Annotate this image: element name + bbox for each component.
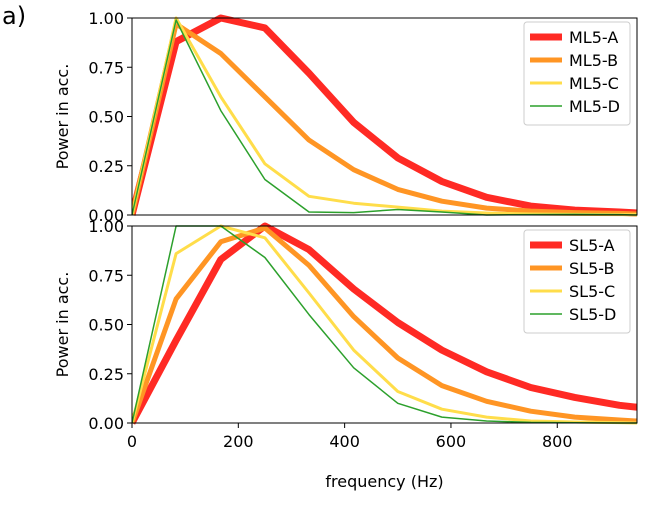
- legend-entry: SL5-C: [569, 282, 615, 301]
- y-tick-label: 0.25: [88, 157, 124, 176]
- legend-entry: ML5-C: [569, 74, 619, 93]
- panel-label: a): [2, 2, 26, 30]
- x-tick-label: 0: [127, 432, 137, 451]
- y-tick-label: 0.50: [88, 108, 124, 127]
- y-tick-label: 0.00: [88, 206, 124, 225]
- y-tick-label: 0.00: [88, 414, 124, 433]
- legend-entry: ML5-B: [569, 51, 618, 70]
- x-tick-label: 400: [329, 432, 360, 451]
- legend-entry: SL5-D: [569, 305, 616, 324]
- y-tick-label: 0.25: [88, 365, 124, 384]
- y-tick-label: 0.75: [88, 266, 124, 285]
- series-line-ml5-d: [132, 19, 637, 216]
- x-tick-label: 200: [223, 432, 254, 451]
- series-line-sl5-a: [132, 222, 637, 425]
- bottom-chart: 0.00 0.25 0.50 0.75 1.00 0 200 400 600 800 Power i…: [53, 217, 638, 491]
- series-line-ml5-b: [132, 21, 637, 217]
- legend-entry: SL5-A: [569, 236, 615, 255]
- legend-box: [523, 21, 631, 126]
- y-tick-label: 0.50: [88, 316, 124, 335]
- legend-entry: ML5-A: [569, 28, 618, 47]
- y-axis-label: Power in acc.: [53, 272, 72, 378]
- y-tick-label: 1.00: [88, 9, 124, 28]
- legend-entry: ML5-D: [569, 97, 620, 116]
- x-tick-label: 600: [436, 432, 467, 451]
- legend-box: [523, 229, 631, 334]
- y-tick-label: 0.75: [88, 58, 124, 77]
- legend-entry: SL5-B: [569, 259, 614, 278]
- legend: SL5-A SL5-B SL5-C SL5-D: [523, 229, 631, 334]
- y-axis-label: Power in acc.: [53, 64, 72, 170]
- y-tick-label: 1.00: [88, 217, 124, 236]
- legend: ML5-A ML5-B ML5-C ML5-D: [523, 21, 631, 126]
- x-axis-label: frequency (Hz): [325, 472, 443, 491]
- series-line-sl5-b: [132, 225, 637, 424]
- x-tick-label: 800: [542, 432, 573, 451]
